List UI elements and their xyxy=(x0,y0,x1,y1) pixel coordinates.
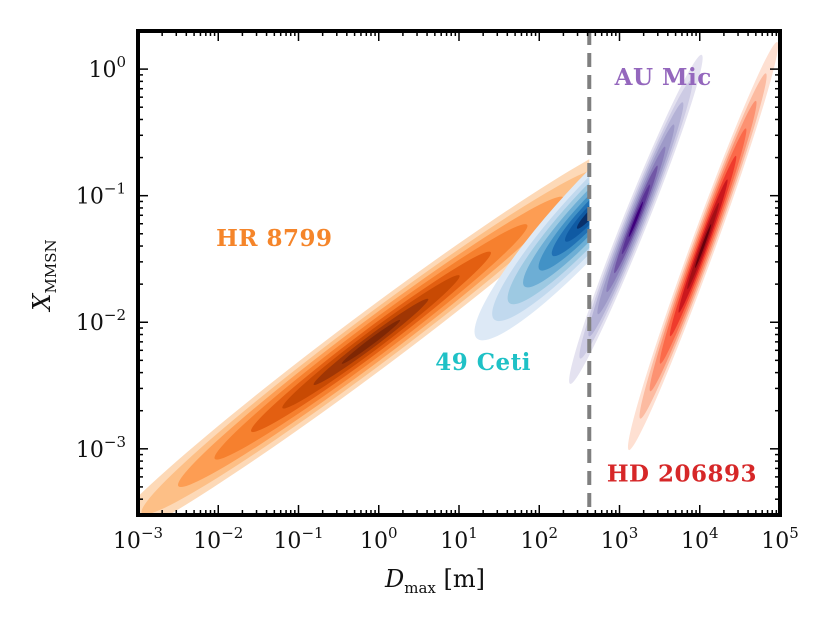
x-tick-label: 10−2 xyxy=(193,524,243,554)
label-au-mic: AU Mic xyxy=(614,64,712,91)
y-tick-label: 100 xyxy=(88,53,126,83)
contour-level-hd-206893-8 xyxy=(694,224,712,269)
x-tick-label: 105 xyxy=(761,524,799,554)
x-tick-label: 101 xyxy=(440,524,478,554)
label-hr-8799: HR 8799 xyxy=(216,225,332,252)
x-tick-label: 103 xyxy=(601,524,639,554)
contour-group-hd-206893 xyxy=(627,42,779,451)
x-tick-label: 102 xyxy=(520,524,558,554)
y-tick-label: 10−3 xyxy=(76,433,126,463)
label-hd-206893: HD 206893 xyxy=(607,461,757,488)
contour-level-au-mic-8 xyxy=(628,201,644,238)
y-tick-label: 10−2 xyxy=(76,306,126,336)
x-tick-label: 100 xyxy=(360,524,398,554)
contour-group-hr-8799 xyxy=(138,137,590,515)
y-axis-title: XMMSN xyxy=(28,239,60,312)
x-axis-title: Dmax [m] xyxy=(384,565,485,597)
x-tick-label: 10−1 xyxy=(273,524,323,554)
y-tick-label: 10−1 xyxy=(76,180,126,210)
contour-group-au-mic xyxy=(569,54,703,384)
tick-labels: 10−3 10−2 10−1 100 101 102 103 104 105 10−3 10−2 10… xyxy=(76,53,799,554)
x-tick-label: 104 xyxy=(681,524,719,554)
contour-layer xyxy=(138,42,779,515)
plot-frame xyxy=(136,29,782,517)
contour-level-hr-8799-8 xyxy=(341,319,401,364)
label-49-ceti: 49 Ceti xyxy=(435,349,531,376)
x-tick-label: 10−3 xyxy=(113,524,163,554)
series-labels: HR 8799 49 Ceti AU Mic HD 206893 xyxy=(216,64,757,488)
